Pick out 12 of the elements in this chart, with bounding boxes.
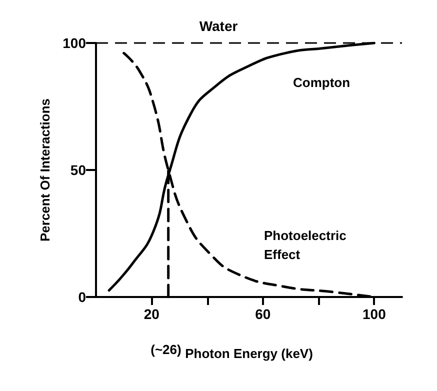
y-tick-label: 0 — [78, 289, 86, 305]
annotation: Compton — [293, 75, 350, 90]
y-tick-label: 50 — [70, 162, 86, 178]
annotation: Photoelectric Effect — [264, 228, 346, 262]
text: (~26) — [150, 342, 182, 357]
x-axis-title: Photon Energy (keV) — [185, 346, 313, 361]
chart-title: Water — [199, 18, 238, 34]
y-tick-label: 100 — [62, 35, 86, 51]
x-tick-label: 100 — [362, 306, 386, 322]
x-tick-label: 20 — [144, 306, 160, 322]
x-tick-label: 60 — [255, 306, 271, 322]
y-axis-title: Percent Of Interactions — [38, 98, 53, 242]
